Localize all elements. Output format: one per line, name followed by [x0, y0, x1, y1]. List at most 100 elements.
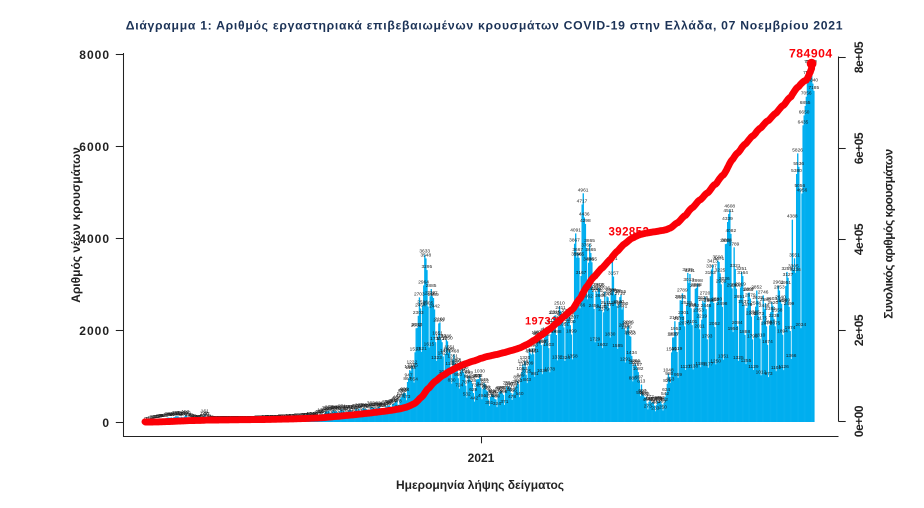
svg-text:1209: 1209	[523, 360, 534, 366]
svg-text:2755: 2755	[615, 289, 626, 295]
svg-text:1126: 1126	[778, 364, 789, 370]
svg-text:2096: 2096	[623, 319, 634, 325]
svg-text:624: 624	[401, 387, 409, 393]
svg-text:1602: 1602	[597, 342, 608, 348]
svg-text:1471: 1471	[528, 348, 539, 354]
svg-text:3465: 3465	[586, 256, 597, 262]
svg-text:2746: 2746	[758, 289, 769, 295]
svg-text:6855: 6855	[800, 100, 811, 106]
svg-text:378: 378	[394, 399, 402, 405]
svg-text:2885: 2885	[426, 283, 437, 289]
svg-text:813: 813	[637, 379, 645, 385]
svg-text:823: 823	[514, 378, 522, 384]
svg-text:6435: 6435	[798, 119, 809, 125]
svg-text:3036: 3036	[719, 276, 730, 282]
svg-text:2084: 2084	[732, 320, 743, 326]
svg-text:2062: 2062	[709, 321, 720, 327]
svg-text:3867: 3867	[569, 238, 580, 244]
svg-text:1899: 1899	[566, 329, 577, 335]
svg-text:3665: 3665	[585, 247, 596, 253]
svg-text:1793: 1793	[702, 333, 713, 339]
svg-text:1837: 1837	[668, 331, 679, 337]
svg-text:8e+05: 8e+05	[852, 41, 866, 73]
svg-text:2e+05: 2e+05	[852, 314, 866, 346]
svg-text:2358: 2358	[772, 307, 783, 313]
svg-text:4717: 4717	[577, 199, 588, 205]
svg-text:5826: 5826	[792, 147, 803, 153]
svg-text:3157: 3157	[608, 271, 619, 277]
svg-text:1165: 1165	[408, 362, 419, 368]
svg-text:4082: 4082	[725, 228, 736, 234]
svg-text:3551: 3551	[789, 252, 800, 258]
svg-text:2720: 2720	[700, 291, 711, 297]
svg-text:1434: 1434	[626, 350, 637, 356]
svg-text:4339: 4339	[722, 216, 733, 222]
svg-text:1468: 1468	[448, 348, 459, 354]
svg-text:2043: 2043	[412, 322, 423, 328]
svg-text:2998: 2998	[692, 278, 703, 284]
svg-text:4388: 4388	[787, 214, 798, 220]
svg-text:2631: 2631	[676, 295, 687, 301]
svg-text:2919: 2919	[735, 281, 746, 287]
svg-text:1366: 1366	[786, 353, 797, 359]
svg-text:2011: 2011	[694, 323, 705, 329]
svg-text:5380: 5380	[791, 168, 802, 174]
svg-text:1729: 1729	[590, 336, 601, 342]
svg-text:2498: 2498	[717, 301, 728, 307]
svg-text:1320: 1320	[520, 355, 531, 361]
svg-text:1030: 1030	[474, 369, 485, 375]
svg-text:1351: 1351	[718, 354, 729, 360]
svg-text:980: 980	[665, 371, 673, 377]
svg-text:412: 412	[660, 397, 668, 403]
svg-text:1255: 1255	[741, 358, 752, 364]
svg-text:473: 473	[402, 394, 410, 400]
svg-text:Συνολικός αριθμός κρουσμάτων: Συνολικός αριθμός κρουσμάτων	[882, 148, 896, 318]
svg-text:2301: 2301	[678, 310, 689, 316]
svg-text:3865: 3865	[584, 238, 595, 244]
svg-text:1603: 1603	[543, 342, 554, 348]
svg-text:1519: 1519	[672, 346, 683, 352]
svg-text:1674: 1674	[762, 339, 773, 345]
svg-text:1129: 1129	[748, 364, 759, 370]
svg-text:5536: 5536	[793, 161, 804, 167]
svg-text:0: 0	[102, 416, 110, 430]
svg-text:3167: 3167	[576, 270, 587, 276]
svg-text:540: 540	[515, 391, 523, 397]
svg-text:1585: 1585	[612, 343, 623, 349]
svg-text:3471: 3471	[714, 256, 725, 262]
svg-text:Ημερομηνία λήψης δείγματος: Ημερομηνία λήψης δείγματος	[396, 478, 564, 492]
svg-text:4000: 4000	[79, 232, 110, 246]
svg-text:3236: 3236	[790, 267, 801, 273]
svg-text:6650: 6650	[799, 109, 810, 115]
svg-text:2703: 2703	[414, 291, 425, 297]
svg-text:2499: 2499	[784, 301, 795, 307]
svg-text:1853: 1853	[625, 331, 636, 337]
svg-text:2490: 2490	[618, 301, 629, 307]
svg-text:2219: 2219	[696, 314, 707, 320]
svg-text:3295: 3295	[421, 264, 432, 270]
svg-text:2951: 2951	[780, 280, 791, 286]
svg-text:7056: 7056	[801, 91, 812, 97]
svg-text:0e+00: 0e+00	[852, 405, 866, 437]
svg-text:2789: 2789	[677, 287, 688, 293]
svg-text:2303: 2303	[413, 310, 424, 316]
svg-text:2160: 2160	[434, 316, 445, 322]
svg-text:Αριθμός νέων κρουσμάτων: Αριθμός νέων κρουσμάτων	[69, 147, 83, 303]
svg-text:2442: 2442	[429, 303, 440, 309]
svg-text:1950: 1950	[728, 326, 739, 332]
svg-text:4956: 4956	[797, 188, 808, 194]
svg-text:2651: 2651	[734, 294, 745, 300]
svg-text:4e+05: 4e+05	[852, 223, 866, 255]
svg-text:4961: 4961	[578, 187, 589, 193]
svg-text:1974: 1974	[785, 325, 796, 331]
svg-text:3548: 3548	[420, 252, 431, 258]
svg-text:973: 973	[764, 371, 772, 377]
svg-text:1830: 1830	[605, 332, 616, 338]
svg-text:1615: 1615	[424, 342, 435, 348]
svg-text:4091: 4091	[570, 227, 581, 233]
svg-text:634: 634	[662, 387, 670, 393]
svg-text:784904: 784904	[789, 47, 833, 61]
svg-text:3211: 3211	[685, 268, 696, 274]
svg-text:2021: 2021	[468, 451, 495, 465]
svg-text:3789: 3789	[729, 241, 740, 247]
